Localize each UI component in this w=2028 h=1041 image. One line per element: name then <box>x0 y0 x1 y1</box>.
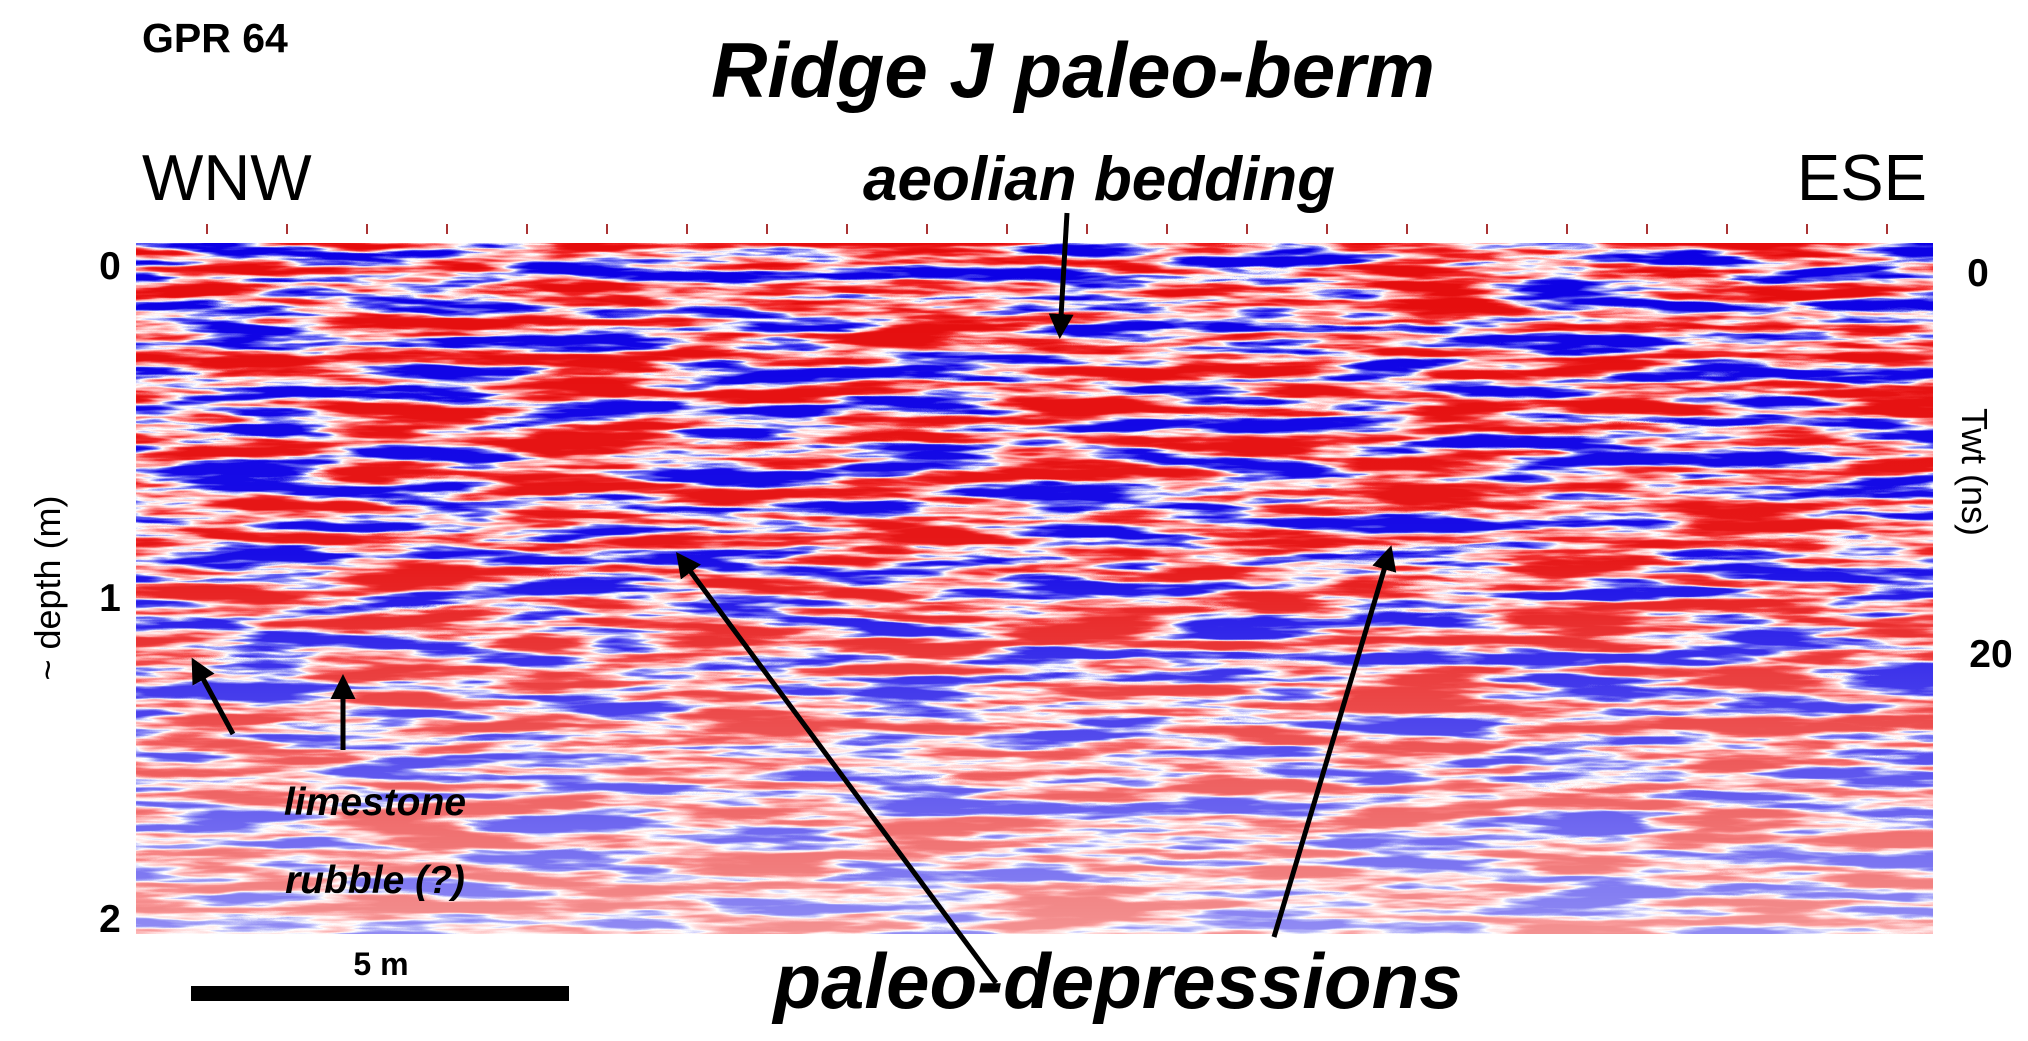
arrow <box>1048 212 1074 339</box>
scale-bar-label: 5 m <box>353 946 408 982</box>
title: Ridge J paleo-berm <box>711 26 1435 114</box>
direction-left: WNW <box>142 141 312 214</box>
arrow <box>1271 545 1397 938</box>
depth-tick-label: 1 <box>99 577 121 620</box>
direction-right: ESE <box>1797 141 1927 214</box>
depth-tick-label: 0 <box>99 245 121 288</box>
profile-id: GPR 64 <box>142 15 288 61</box>
arrow <box>676 551 999 985</box>
twt-tick-label: 0 <box>1967 252 1989 295</box>
top-ticks <box>206 224 1888 234</box>
twt-tick-label: 20 <box>1969 633 2012 676</box>
annotation: rubble (?) <box>285 859 465 902</box>
radargram-fade <box>136 243 1933 934</box>
depth-tick-label: 2 <box>99 898 121 941</box>
arrows <box>191 212 1397 985</box>
scale-bar <box>191 986 569 1001</box>
annotation: aeolian bedding <box>863 145 1335 214</box>
arrow <box>191 657 236 736</box>
annotation: limestone <box>284 781 466 824</box>
depth-axis-label: ~ depth (m) <box>27 495 68 680</box>
annotation: paleo-depressions <box>771 937 1462 1025</box>
twt-axis-label: Twt (ns) <box>1954 408 1995 536</box>
